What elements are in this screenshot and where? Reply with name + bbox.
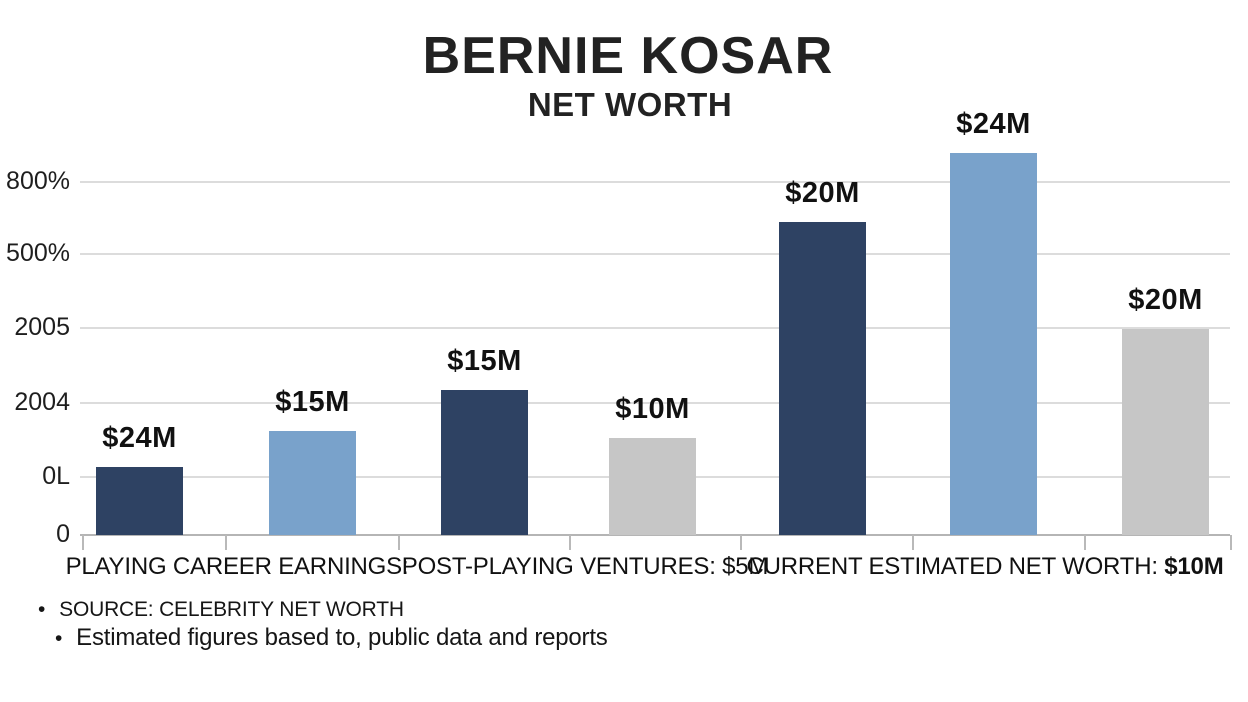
axis-tick-icon: [740, 535, 742, 550]
bar-value-label: $15M: [275, 386, 350, 418]
y-axis-label: 0L: [42, 462, 70, 490]
axis-tick-icon: [1230, 535, 1232, 550]
axis-tick-icon: [912, 535, 914, 550]
gridline: [80, 253, 1230, 255]
axis-tick-icon: [1084, 535, 1086, 550]
bar-value-label: $24M: [102, 422, 177, 454]
axis-tick-icon: [398, 535, 400, 550]
gridline: [80, 181, 1230, 183]
y-axis-label: 2004: [14, 388, 70, 416]
category-label: CURRENT ESTIMATED NET WORTH: $10M: [746, 553, 1224, 580]
footnote-estimate-text: Estimated figures based to, public data …: [76, 624, 608, 651]
bar-value-label: $20M: [1128, 284, 1203, 316]
chart-title: BERNIE KOSAR: [422, 27, 834, 85]
category-label: PLAYING CAREER EARNINGS:: [65, 553, 409, 580]
gridline: [80, 327, 1230, 329]
bar: [950, 153, 1037, 535]
bar-value-label: $15M: [447, 345, 522, 377]
bar: [779, 222, 866, 535]
axis-tick-icon: [82, 535, 84, 550]
gridline: [80, 402, 1230, 404]
y-axis-label: 2005: [14, 313, 70, 341]
x-axis-line: [80, 534, 1230, 536]
footnote-estimate: • Estimated figures based to, public data…: [55, 624, 608, 652]
bar: [269, 431, 356, 535]
bar: [609, 438, 696, 535]
axis-tick-icon: [225, 535, 227, 550]
bullet-icon: •: [55, 627, 63, 650]
bar-value-label: $20M: [785, 177, 860, 209]
y-axis-label: 800%: [6, 167, 70, 195]
axis-tick-icon: [569, 535, 571, 550]
bar: [1122, 329, 1209, 535]
footnote-source-text: SOURCE: CELEBRITY NET WORTH: [59, 598, 404, 621]
bar-value-label: $10M: [615, 393, 690, 425]
bar: [96, 467, 183, 535]
chart-subtitle: NET WORTH: [527, 86, 733, 123]
bar-value-label: $24M: [956, 108, 1031, 140]
y-axis-label: 0: [56, 520, 70, 548]
bullet-icon: •: [38, 598, 46, 621]
bar: [441, 390, 528, 535]
footnote-source: • SOURCE: CELEBRITY NET WORTH: [38, 598, 404, 622]
y-axis-label: 500%: [6, 239, 70, 267]
category-label: POST-PLAYING VENTURES: $5M: [401, 553, 769, 580]
